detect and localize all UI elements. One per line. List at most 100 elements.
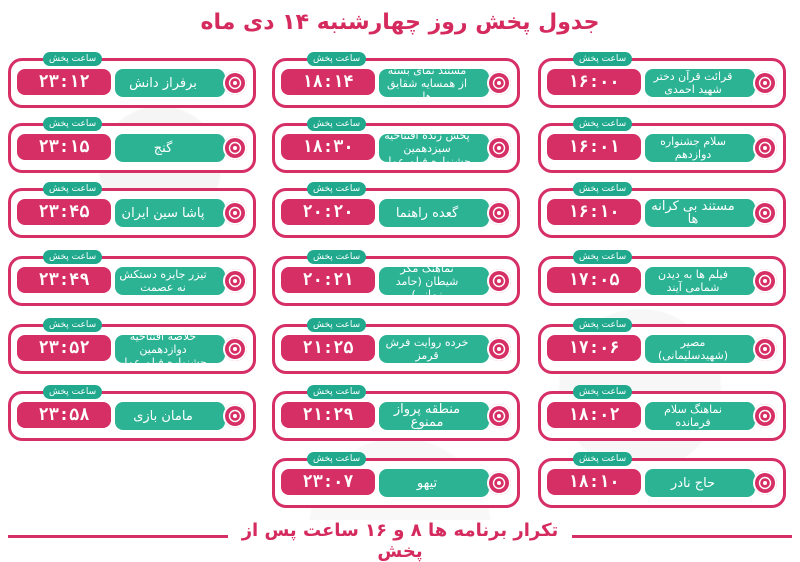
film-reel-icon <box>753 136 777 160</box>
time-label: ساعت پخش <box>43 117 103 131</box>
broadcast-time: ۱۷:۰۶ <box>547 335 641 361</box>
time-label: ساعت پخش <box>43 52 103 66</box>
broadcast-time: ۱۶:۱۰ <box>547 199 641 225</box>
schedule-card: ساعت پخش ۲۰:۲۱ نماهنگ مکر شیطان (حامد زمان… <box>272 250 520 306</box>
broadcast-time: ۱۸:۱۰ <box>547 469 641 495</box>
film-reel-icon <box>753 471 777 495</box>
footer-rule-left <box>8 535 228 538</box>
film-reel-icon <box>487 201 511 225</box>
schedule-card: ساعت پخش ۱۷:۰۵ فیلم ها به دیدن شمامی آیند <box>538 250 786 306</box>
program-name: قرائت قرآن دختر شهید احمدی <box>645 69 755 97</box>
schedule-card: ساعت پخش ۱۶:۰۱ سلام جشنواره دوازدهم <box>538 117 786 173</box>
film-reel-icon <box>487 269 511 293</box>
film-reel-icon <box>753 404 777 428</box>
program-name: تیهو <box>379 469 489 497</box>
program-name: سلام جشنواره دوازدهم <box>645 134 755 162</box>
page-title: جدول پخش روز چهارشنبه ۱۴ دی ماه <box>200 10 600 35</box>
schedule-card: ساعت پخش ۲۳:۴۵ پاشا سین ایران <box>8 182 256 238</box>
time-label: ساعت پخش <box>307 182 367 196</box>
broadcast-time: ۲۳:۱۲ <box>17 69 111 95</box>
time-label: ساعت پخش <box>43 385 103 399</box>
program-name: حاج نادر <box>645 469 755 497</box>
broadcast-time: ۱۷:۰۵ <box>547 267 641 293</box>
broadcast-time: ۱۸:۳۰ <box>281 134 375 160</box>
broadcast-time: ۲۱:۲۵ <box>281 335 375 361</box>
broadcast-time: ۲۳:۵۲ <box>17 335 111 361</box>
footer: تکرار برنامه ها ۸ و ۱۶ ساعت پس از پخش <box>0 520 800 562</box>
film-reel-icon <box>487 404 511 428</box>
program-name: گنج <box>115 134 225 162</box>
time-label: ساعت پخش <box>307 117 367 131</box>
schedule-card: ساعت پخش ۲۳:۵۲ خلاصه افتتاحیه دوازدهمین جش… <box>8 318 256 374</box>
schedule-card: ساعت پخش ۱۷:۰۶ مصیر (شهیدسلیمانی) <box>538 318 786 374</box>
time-label: ساعت پخش <box>307 385 367 399</box>
schedule-card: ساعت پخش ۲۱:۲۹ منطقه پرواز ممنوع <box>272 385 520 441</box>
broadcast-time: ۱۶:۰۰ <box>547 69 641 95</box>
time-label: ساعت پخش <box>573 452 633 466</box>
film-reel-icon <box>487 337 511 361</box>
time-label: ساعت پخش <box>307 452 367 466</box>
program-name: خرده روایت فرش قرمز <box>379 335 489 363</box>
film-reel-icon <box>753 269 777 293</box>
program-name: پاشا سین ایران <box>115 199 225 227</box>
schedule-card: ساعت پخش ۲۳:۰۷ تیهو <box>272 452 520 508</box>
time-label: ساعت پخش <box>43 318 103 332</box>
program-name: مامان بازی <box>115 402 225 430</box>
film-reel-icon <box>223 136 247 160</box>
schedule-card: ساعت پخش ۱۸:۰۲ نماهنگ سلام فرمانده <box>538 385 786 441</box>
film-reel-icon <box>223 404 247 428</box>
time-label: ساعت پخش <box>573 182 633 196</box>
time-label: ساعت پخش <box>573 117 633 131</box>
schedule-card: ساعت پخش ۲۳:۱۵ گنج <box>8 117 256 173</box>
film-reel-icon <box>223 269 247 293</box>
broadcast-time: ۲۱:۲۹ <box>281 402 375 428</box>
schedule-card: ساعت پخش ۲۱:۲۵ خرده روایت فرش قرمز <box>272 318 520 374</box>
schedule-card: ساعت پخش ۲۳:۱۲ برفراز دانش <box>8 52 256 108</box>
film-reel-icon <box>753 337 777 361</box>
broadcast-time: ۲۳:۰۷ <box>281 469 375 495</box>
broadcast-time: ۱۶:۰۱ <box>547 134 641 160</box>
film-reel-icon <box>223 71 247 95</box>
schedule-grid: ساعت پخش ۱۶:۰۰ قرائت قرآن دختر شهید احمدی س… <box>0 48 800 518</box>
schedule-card: ساعت پخش ۱۶:۰۰ قرائت قرآن دختر شهید احمدی <box>538 52 786 108</box>
program-name: گعده راهنما <box>379 199 489 227</box>
program-name: فیلم ها به دیدن شمامی آیند <box>645 267 755 295</box>
schedule-card: ساعت پخش ۱۸:۳۰ پخش زنده افتتاحیه سیزدهمین … <box>272 117 520 173</box>
film-reel-icon <box>223 337 247 361</box>
broadcast-time: ۲۳:۴۵ <box>17 199 111 225</box>
program-name: مستند نمای بسته از همسایه شقایق ها <box>379 69 489 97</box>
time-label: ساعت پخش <box>307 318 367 332</box>
film-reel-icon <box>487 136 511 160</box>
film-reel-icon <box>753 201 777 225</box>
broadcast-time: ۲۳:۵۸ <box>17 402 111 428</box>
broadcast-time: ۲۳:۱۵ <box>17 134 111 160</box>
program-name: برفراز دانش <box>115 69 225 97</box>
broadcast-time: ۱۸:۱۴ <box>281 69 375 95</box>
time-label: ساعت پخش <box>573 385 633 399</box>
film-reel-icon <box>487 71 511 95</box>
program-name: نماهنگ سلام فرمانده <box>645 402 755 430</box>
schedule-card: ساعت پخش ۱۶:۱۰ مستند بی کرانه ها <box>538 182 786 238</box>
time-label: ساعت پخش <box>573 52 633 66</box>
film-reel-icon <box>223 201 247 225</box>
program-name: پخش زنده افتتاحیه سیزدهمین جشنواره فیلم … <box>379 134 489 162</box>
schedule-card: ساعت پخش ۲۳:۴۹ تیزر جایزه دستکش نه عصمت <box>8 250 256 306</box>
program-name: منطقه پرواز ممنوع <box>379 402 489 430</box>
time-label: ساعت پخش <box>573 318 633 332</box>
footer-note: تکرار برنامه ها ۸ و ۱۶ ساعت پس از پخش <box>230 520 570 562</box>
schedule-card: ساعت پخش ۲۳:۵۸ مامان بازی <box>8 385 256 441</box>
program-name: تیزر جایزه دستکش نه عصمت <box>115 267 225 295</box>
broadcast-time: ۱۸:۰۲ <box>547 402 641 428</box>
schedule-card: ساعت پخش ۱۸:۱۰ حاج نادر <box>538 452 786 508</box>
schedule-card: ساعت پخش ۱۸:۱۴ مستند نمای بسته از همسایه ش… <box>272 52 520 108</box>
time-label: ساعت پخش <box>573 250 633 264</box>
broadcast-time: ۲۰:۲۰ <box>281 199 375 225</box>
program-name: نماهنگ مکر شیطان (حامد زمانی) <box>379 267 489 295</box>
time-label: ساعت پخش <box>307 52 367 66</box>
schedule-card: ساعت پخش ۲۰:۲۰ گعده راهنما <box>272 182 520 238</box>
time-label: ساعت پخش <box>307 250 367 264</box>
time-label: ساعت پخش <box>43 182 103 196</box>
program-name: مستند بی کرانه ها <box>645 199 755 227</box>
film-reel-icon <box>753 71 777 95</box>
program-name: مصیر (شهیدسلیمانی) <box>645 335 755 363</box>
